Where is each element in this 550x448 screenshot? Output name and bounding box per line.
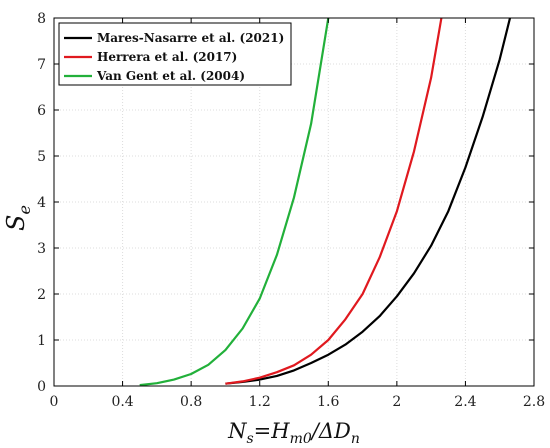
y-tick-label: 6 [37, 103, 46, 119]
axis-ticks: 0 0.4 0.8 1.2 1.6 2 2.4 2.8 0 1 2 3 4 5 6 7 8 [37, 11, 545, 410]
y-tick-label: 1 [37, 333, 46, 349]
x-title-n: n [351, 431, 360, 447]
y-axis-title: Se [2, 205, 34, 231]
y-tick-label: 3 [37, 241, 46, 257]
x-title-slash: /ΔD [310, 419, 351, 443]
legend-label-2: Van Gent et al. (2004) [96, 69, 245, 83]
y-title-S: S [2, 215, 30, 231]
x-title-s: s [246, 431, 253, 447]
y-tick-label: 4 [37, 195, 46, 211]
series-line-1 [225, 17, 443, 385]
x-tick-label: 0.4 [111, 394, 133, 410]
x-title-N: N [227, 419, 247, 443]
x-tick-label: 1.6 [317, 394, 339, 410]
series-layer [139, 17, 512, 387]
y-tick-label: 8 [37, 11, 46, 27]
series-line-2 [139, 17, 330, 387]
y-title-e: e [15, 205, 34, 214]
x-tick-label: 0 [50, 394, 59, 410]
x-title-m0: m0 [290, 431, 312, 447]
x-tick-label: 2.4 [454, 394, 476, 410]
y-tick-label: 0 [37, 379, 46, 395]
legend-box [58, 22, 292, 86]
x-title-eq: =H [254, 419, 291, 443]
x-tick-label: 2 [392, 394, 401, 410]
x-tick-label: 1.2 [249, 394, 271, 410]
y-tick-label: 2 [37, 287, 46, 303]
legend-label-0: Mares-Nasarre et al. (2021) [97, 31, 284, 45]
x-tick-label: 0.8 [180, 394, 202, 410]
series-line-0 [225, 17, 512, 385]
legend-label-1: Herrera et al. (2017) [97, 50, 237, 64]
y-tick-label: 5 [37, 149, 46, 165]
x-axis-title: Ns=Hm0/ΔDn [227, 419, 360, 447]
y-tick-label: 7 [37, 57, 46, 73]
x-tick-label: 2.8 [523, 394, 545, 410]
legend: Mares-Nasarre et al. (2021) Herrera et al… [58, 22, 292, 86]
